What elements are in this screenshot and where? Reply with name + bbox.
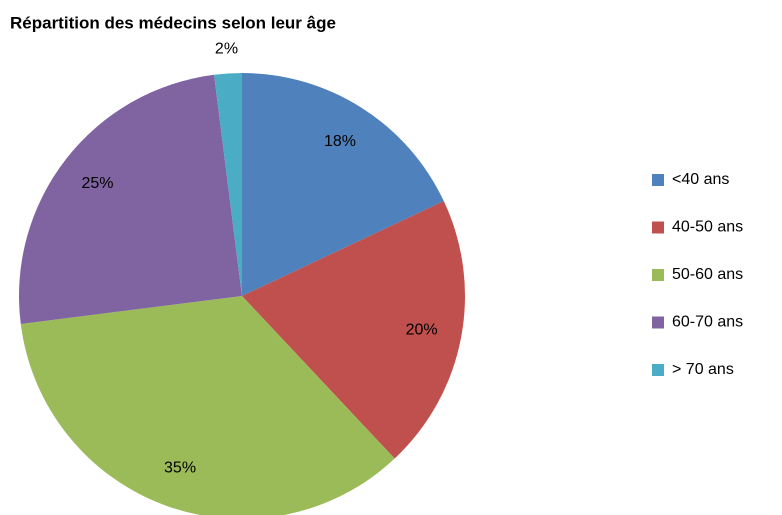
legend-label: 40-50 ans xyxy=(672,219,743,236)
pie-slice xyxy=(242,73,444,296)
legend-label: <40 ans xyxy=(672,171,729,188)
pie-slice xyxy=(18,74,242,324)
legend-label: 60-70 ans xyxy=(672,314,743,331)
data-label: 20% xyxy=(406,321,438,338)
legend-swatch xyxy=(652,174,664,186)
data-label: 2% xyxy=(215,41,238,58)
legend-label: 50-60 ans xyxy=(672,266,743,283)
legend-swatch xyxy=(652,364,664,376)
data-label: 35% xyxy=(164,459,196,476)
legend-swatch xyxy=(652,316,664,329)
pie-slice xyxy=(214,73,242,296)
legend-label: > 70 ans xyxy=(672,361,734,378)
data-label: 18% xyxy=(324,133,356,150)
pie-slice xyxy=(20,296,395,515)
pie-slice xyxy=(242,201,465,459)
data-label: 25% xyxy=(81,175,113,192)
legend-swatch xyxy=(652,269,664,281)
legend-swatch xyxy=(652,221,664,234)
chart-title: Répartition des médecins selon leur âge xyxy=(10,13,336,32)
